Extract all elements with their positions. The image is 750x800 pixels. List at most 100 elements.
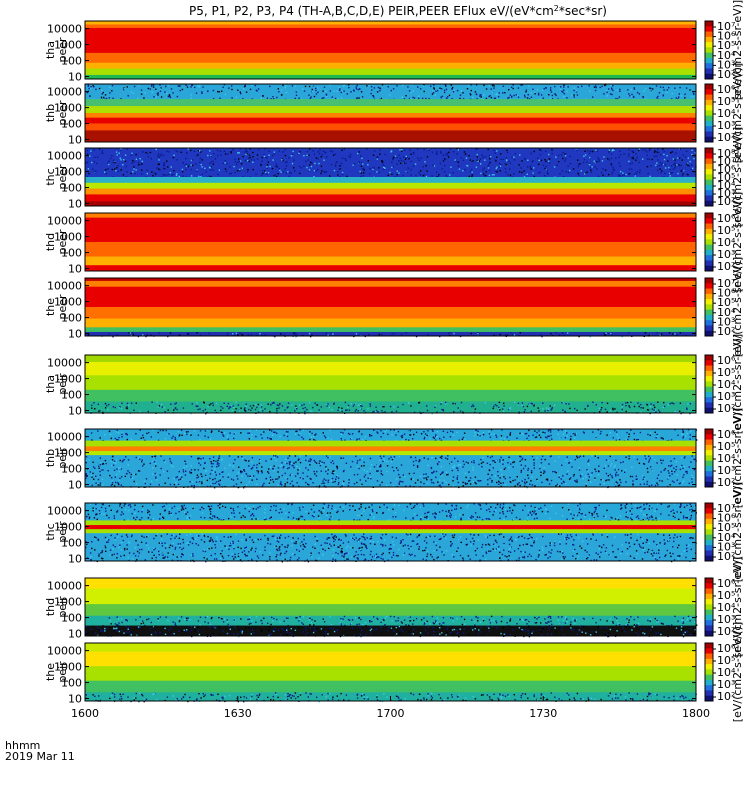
noise-speck	[98, 467, 100, 469]
noise-speck	[615, 475, 617, 477]
noise-speck	[234, 553, 236, 555]
noise-speck	[363, 410, 365, 412]
noise-speck	[663, 158, 666, 161]
noise-speck	[255, 429, 258, 431]
noise-speck	[511, 512, 513, 514]
noise-speck	[502, 158, 505, 161]
noise-speck	[313, 176, 315, 178]
noise-speck	[106, 538, 108, 540]
noise-speck	[661, 437, 664, 439]
noise-speck	[534, 510, 536, 512]
noise-speck	[509, 538, 512, 540]
noise-speck	[562, 475, 564, 477]
noise-speck	[401, 150, 403, 152]
noise-speck	[373, 516, 375, 518]
noise-speck	[280, 464, 283, 466]
colorbar-segment	[705, 36, 713, 43]
noise-speck	[674, 333, 676, 335]
noise-speck	[116, 334, 118, 336]
noise-speck	[603, 156, 605, 158]
noise-speck	[595, 404, 597, 406]
noise-speck	[309, 460, 311, 462]
noise-speck	[481, 154, 483, 156]
y-tick-label: 1000	[54, 373, 82, 386]
noise-speck	[238, 160, 241, 163]
noise-speck	[209, 508, 212, 510]
noise-speck	[638, 93, 641, 95]
noise-speck	[214, 546, 217, 549]
noise-speck	[257, 88, 260, 90]
noise-speck	[227, 153, 229, 155]
noise-speck	[226, 547, 228, 549]
noise-speck	[325, 466, 327, 468]
noise-speck	[466, 482, 468, 485]
colorbar-tick-label: 10⁴	[717, 107, 736, 120]
noise-speck	[108, 160, 110, 162]
noise-speck	[190, 168, 192, 171]
noise-speck	[332, 481, 334, 483]
noise-speck	[123, 505, 125, 507]
noise-speck	[231, 555, 234, 558]
noise-speck	[155, 465, 157, 467]
noise-speck	[634, 519, 637, 521]
noise-speck	[184, 460, 186, 462]
noise-speck	[271, 167, 274, 170]
noise-speck	[104, 402, 107, 405]
noise-speck	[361, 535, 363, 538]
noise-speck	[465, 483, 467, 485]
noise-speck	[245, 460, 247, 462]
noise-speck	[462, 466, 464, 468]
noise-speck	[650, 91, 652, 93]
noise-speck	[104, 545, 106, 547]
noise-speck	[255, 508, 257, 510]
noise-speck	[567, 165, 569, 167]
noise-speck	[187, 165, 189, 168]
noise-speck	[670, 555, 672, 558]
noise-speck	[494, 549, 497, 551]
noise-speck	[285, 512, 287, 515]
noise-speck	[430, 466, 433, 469]
noise-speck	[395, 434, 397, 436]
noise-speck	[270, 516, 272, 518]
noise-speck	[645, 541, 648, 543]
noise-speck	[508, 539, 510, 541]
noise-speck	[404, 552, 406, 554]
noise-speck	[251, 513, 253, 515]
noise-speck	[344, 158, 346, 160]
noise-speck	[276, 537, 279, 539]
noise-speck	[510, 459, 512, 461]
noise-speck	[386, 471, 388, 473]
noise-speck	[273, 469, 275, 472]
noise-speck	[547, 408, 550, 410]
noise-speck	[212, 471, 215, 473]
noise-speck	[330, 516, 332, 518]
noise-speck	[647, 409, 650, 411]
noise-speck	[327, 437, 329, 439]
noise-speck	[111, 168, 113, 171]
noise-speck	[285, 477, 287, 479]
noise-speck	[403, 98, 406, 100]
noise-speck	[273, 504, 275, 507]
noise-speck	[535, 558, 537, 561]
noise-speck	[486, 509, 488, 511]
noise-speck	[187, 333, 189, 335]
noise-speck	[441, 482, 444, 484]
noise-speck	[237, 89, 239, 91]
noise-speck	[291, 553, 294, 555]
noise-speck	[175, 149, 177, 152]
noise-speck	[441, 509, 444, 512]
noise-speck	[127, 470, 129, 472]
noise-speck	[586, 469, 588, 471]
noise-speck	[325, 171, 328, 173]
noise-speck	[531, 514, 533, 516]
noise-speck	[141, 517, 143, 519]
noise-speck	[366, 85, 368, 87]
noise-speck	[656, 433, 658, 436]
noise-speck	[527, 474, 529, 476]
noise-speck	[283, 508, 285, 510]
noise-speck	[472, 516, 474, 518]
noise-speck	[411, 84, 413, 86]
noise-speck	[293, 159, 295, 161]
noise-speck	[188, 332, 191, 335]
